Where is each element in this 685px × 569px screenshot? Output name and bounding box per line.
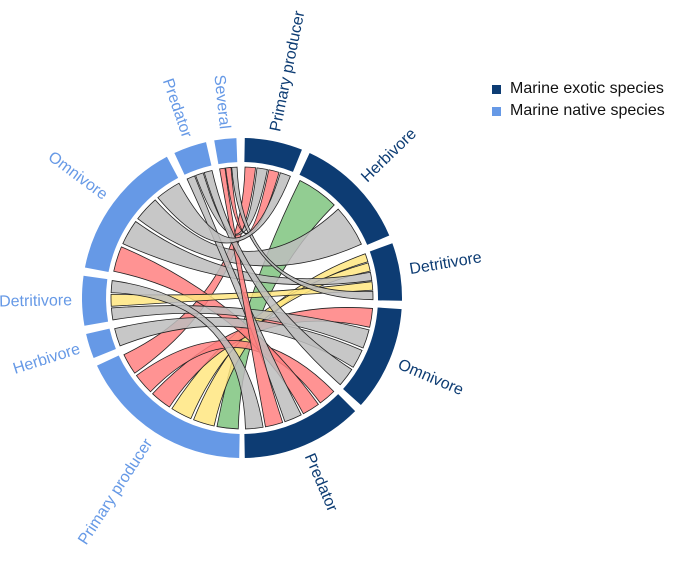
label-ex_pp: Primary producer [267,9,308,133]
arc-ex_pp [244,138,302,172]
chord-link-8 [137,199,362,267]
label-na_det: Detritivore [0,292,72,310]
chord-link-9 [110,305,370,349]
arc-na_omn [84,156,179,273]
label-ex_omn: Omnivore [395,356,466,399]
legend: Marine exotic species Marine native spec… [492,78,665,122]
arc-ex_herb [299,152,390,245]
label-ex_det: Detritivore [408,249,483,278]
legend-item-exotic: Marine exotic species [492,78,665,100]
arc-ex_det [369,243,403,301]
legend-label-exotic: Marine exotic species [510,80,664,97]
chord-link-14 [219,167,284,428]
legend-swatch-exotic [492,84,501,94]
label-na_sev: Several [210,74,233,130]
label-na_herb: Herbivore [11,341,82,378]
label-ex_pred: Predator [301,451,341,515]
arc-na_pp [96,355,240,458]
arc-na_det [82,275,109,326]
label-na_omn: Omnivore [45,149,111,204]
chord-link-7 [122,220,373,286]
arc-na_pred [174,142,212,175]
chord-links [110,166,374,430]
arc-ex_pred [244,394,356,458]
arc-na_herb [86,328,116,358]
label-ex_herb: Herbivore [358,125,420,185]
chord-link-15 [225,167,280,235]
legend-label-native: Marine native species [510,102,665,119]
label-na_pp: Primary producer [75,435,156,548]
arc-na_sev [214,138,238,165]
chord-link-16 [231,166,374,301]
legend-swatch-native [492,106,501,116]
arc-ex_omn [343,307,402,406]
chord-link-17 [203,169,353,386]
label-na_pred: Predator [159,76,195,140]
legend-item-native: Marine native species [492,100,665,122]
chord-link-19 [110,280,264,430]
chord-link-18 [157,172,291,244]
